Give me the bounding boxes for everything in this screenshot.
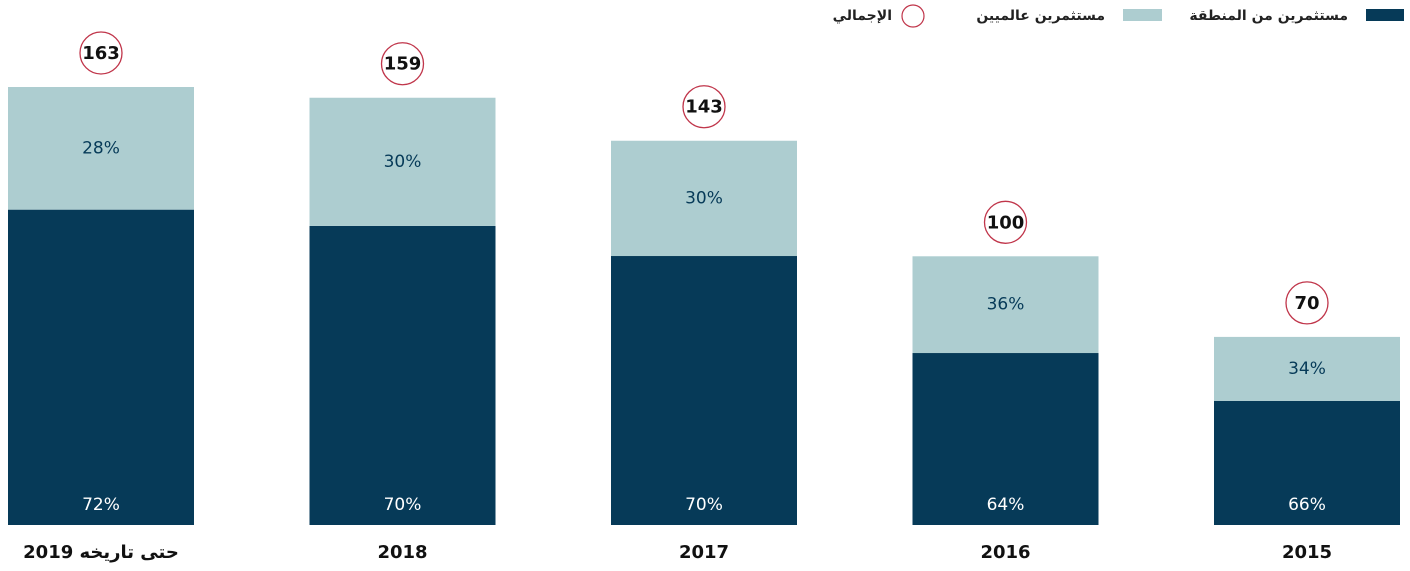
total-marker <box>682 85 726 129</box>
data-label: 70% <box>685 495 723 515</box>
bar-segment <box>611 140 797 257</box>
bar-segment <box>912 256 1099 354</box>
bar-segment <box>309 225 496 525</box>
data-label: 64% <box>987 495 1025 515</box>
x-tick-label: 2015 <box>1282 542 1332 563</box>
x-tick-label: 2018 <box>377 542 427 563</box>
data-label: 70% <box>384 495 422 515</box>
x-tick-label: 2016 <box>980 542 1030 563</box>
bar-segment <box>309 97 496 226</box>
total-label: 159 <box>384 54 422 75</box>
data-label: 28% <box>82 138 120 158</box>
total-label: 100 <box>987 212 1025 233</box>
data-label: 36% <box>987 295 1025 315</box>
total-label: 163 <box>82 43 120 64</box>
bar-segment <box>1214 336 1400 401</box>
bar-segment <box>8 209 194 525</box>
bar-segment <box>611 256 797 525</box>
total-marker <box>1285 281 1329 325</box>
data-label: 66% <box>1288 495 1326 515</box>
data-label: 34% <box>1288 359 1326 379</box>
legend-label: مستثمرين من المنطقة <box>1189 8 1348 24</box>
bar-segment <box>8 87 194 210</box>
data-label: 30% <box>384 152 422 172</box>
data-label: 30% <box>685 188 723 208</box>
legend-label: الإجمالي <box>833 8 892 24</box>
legend-swatch <box>1366 9 1404 21</box>
legend-swatch <box>1123 9 1162 21</box>
bar-segment <box>912 353 1099 525</box>
legend-label: مستثمرين عالميين <box>976 8 1105 24</box>
total-label: 143 <box>685 97 723 118</box>
bar-segment <box>1214 400 1400 525</box>
x-tick-label: 2017 <box>679 542 729 563</box>
x-tick-label: 2019 حتى تاريخه <box>23 542 179 563</box>
total-marker <box>380 42 425 86</box>
data-label: 72% <box>82 495 120 515</box>
legend-swatch <box>901 4 925 28</box>
total-marker <box>983 200 1028 244</box>
total-label: 70 <box>1294 293 1319 314</box>
total-marker <box>79 31 123 75</box>
